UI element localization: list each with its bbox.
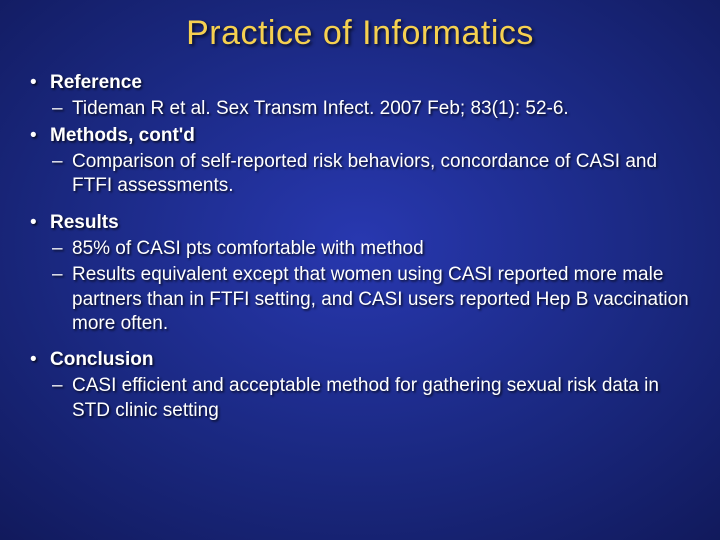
slide: Practice of Informatics Reference Tidema… [0,0,720,540]
sub-item: CASI efficient and acceptable method for… [50,374,692,423]
bullet-reference: Reference Tideman R et al. Sex Transm In… [28,71,692,122]
bullet-methods: Methods, cont'd Comparison of self-repor… [28,124,692,199]
bullet-list: Reference Tideman R et al. Sex Transm In… [28,71,692,423]
sub-list: CASI efficient and acceptable method for… [50,374,692,423]
sub-list: 85% of CASI pts comfortable with method … [50,237,692,336]
sub-list: Comparison of self-reported risk behavio… [50,150,692,199]
bullet-header: Methods, cont'd [50,125,195,146]
bullet-header: Conclusion [50,349,153,370]
sub-item: Results equivalent except that women usi… [50,263,692,336]
sub-list: Tideman R et al. Sex Transm Infect. 2007… [50,97,692,121]
sub-item: 85% of CASI pts comfortable with method [50,237,692,261]
sub-item: Tideman R et al. Sex Transm Infect. 2007… [50,97,692,121]
bullet-header: Reference [50,72,142,93]
bullet-conclusion: Conclusion CASI efficient and acceptable… [28,348,692,423]
slide-title: Practice of Informatics [28,14,692,53]
sub-item: Comparison of self-reported risk behavio… [50,150,692,199]
bullet-results: Results 85% of CASI pts comfortable with… [28,211,692,337]
bullet-header: Results [50,212,119,233]
